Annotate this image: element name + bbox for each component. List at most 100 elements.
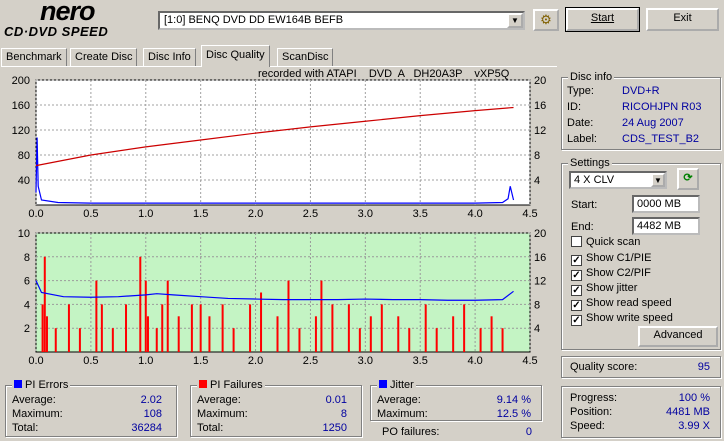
pi-failure-bar [298, 328, 301, 352]
pi-failures-chart: 0.0 0.5 1.0 1.5 2.0 2.5 3.0 3.5 4.0 4.5 10 20 8 16 6 12… [18, 228, 547, 367]
refresh-icon: ⟳ [683, 172, 693, 184]
pi-failure-bar [199, 304, 202, 352]
drive-select[interactable]: [1:0] BENQ DVD DD EW164B BEFB ▼ [158, 11, 525, 30]
y-left-tick-label: 8 [24, 252, 30, 264]
disc-type-value: DVD+R [622, 85, 660, 97]
check-icon[interactable]: ✓ [571, 300, 582, 311]
jitter-average-label: Average: [377, 394, 421, 406]
pi-errors-chart: 0.0 0.5 1.0 1.5 2.0 2.5 3.0 3.5 4.0 4.5 200 20 160 16… [12, 75, 547, 220]
x-tick-label: 3.0 [358, 355, 373, 367]
tab-benchmark[interactable]: Benchmark [1, 48, 67, 66]
tab-panel [1, 66, 557, 441]
show-c2-pif-label: Show C2/PIF [586, 267, 651, 279]
pi-failure-bar [166, 280, 169, 352]
show-jitter-checkbox[interactable]: ✓ Show jitter [571, 282, 637, 296]
pi-failure-bar [67, 304, 70, 352]
y-left-tick-label: 6 [24, 276, 30, 288]
pi-errors-swatch [14, 380, 22, 388]
y-left-tick-label: 4 [24, 299, 30, 311]
start-field[interactable]: 0000 MB [632, 195, 700, 213]
y-right-tick-label: 20 [534, 75, 546, 87]
pi-errors-stats: PI Errors Average: 2.02 Maximum: 108 Tot… [5, 379, 177, 437]
drive-select-value: [1:0] BENQ DVD DD EW164B BEFB [164, 14, 344, 26]
pi-failure-bar [144, 280, 147, 352]
series-line [35, 137, 515, 204]
pi-failure-bar [331, 304, 334, 352]
x-tick-label: 4.0 [467, 208, 482, 220]
pi-failure-bar [146, 316, 149, 352]
progress-box: Progress: 100 % Position: 4481 MB Speed:… [561, 386, 721, 438]
pi-failures-average-value: 0.01 [325, 394, 347, 406]
start-button[interactable]: Start [565, 7, 640, 32]
chevron-down-icon[interactable]: ▼ [651, 173, 665, 187]
advanced-button[interactable]: Advanced [638, 326, 718, 347]
tab-scandisc[interactable]: ScanDisc [277, 48, 334, 66]
y-right-tick-label: 8 [534, 150, 540, 162]
check-icon[interactable]: ✓ [571, 315, 582, 326]
x-tick-label: 2.0 [248, 208, 263, 220]
chevron-down-icon[interactable]: ▼ [507, 13, 523, 28]
show-c1-pie-label: Show C1/PIE [586, 252, 652, 264]
po-failures-label: PO failures: [382, 426, 440, 438]
settings-title: Settings [568, 157, 612, 169]
x-tick-label: 4.5 [522, 355, 537, 367]
x-tick-label: 2.0 [248, 355, 263, 367]
check-icon[interactable]: ✓ [571, 270, 582, 281]
progress-value: 100 % [678, 392, 710, 404]
pi-failure-bar [490, 316, 493, 352]
y-right-tick-label: 20 [534, 228, 546, 240]
y-left-tick-label: 40 [18, 175, 30, 187]
tab-disc-info[interactable]: Disc Info [143, 48, 196, 66]
check-icon[interactable]: ✓ [571, 285, 582, 296]
show-c2-pif-checkbox[interactable]: ✓ Show C2/PIF [571, 267, 651, 281]
y-right-tick-label: 12 [534, 276, 546, 288]
end-field[interactable]: 4482 MB [632, 217, 700, 235]
quick-scan-checkbox[interactable]: Quick scan [571, 236, 640, 248]
tab-disc-quality[interactable]: Disc Quality [201, 45, 270, 67]
show-write-speed-checkbox[interactable]: ✓ Show write speed [571, 312, 673, 326]
pi-errors-maximum-label: Maximum: [12, 408, 63, 420]
pi-failures-total-value: 1250 [322, 422, 347, 434]
y-left-tick-label: 200 [12, 75, 30, 87]
pi-failure-bar [95, 280, 98, 352]
x-tick-label: 4.0 [467, 355, 482, 367]
y-right-tick-label: 4 [534, 175, 540, 187]
jitter-swatch [379, 380, 387, 388]
quality-score-label: Quality score: [570, 361, 638, 373]
eject-button[interactable]: ⚙ [533, 9, 559, 31]
settings-group: Settings 4 X CLV ▼ ⟳ Start: 0000 MB End:… [561, 157, 721, 350]
start-label: Start: [571, 199, 598, 211]
series-line [35, 280, 514, 301]
x-tick-label: 0.5 [83, 355, 98, 367]
pi-failure-bar [463, 304, 466, 352]
show-read-speed-checkbox[interactable]: ✓ Show read speed [571, 297, 672, 311]
pi-failures-stats: PI Failures Average: 0.01 Maximum: 8 Tot… [190, 379, 362, 437]
pi-failure-bar [221, 304, 224, 352]
x-tick-label: 4.5 [522, 208, 537, 220]
y-left-tick-label: 120 [12, 125, 30, 137]
exit-button[interactable]: Exit [646, 8, 719, 31]
speed-value: 3.99 X [678, 420, 710, 432]
pi-failure-bar [54, 328, 57, 352]
disc-id-label: ID: [567, 101, 582, 113]
jitter-maximum-value: 12.5 % [496, 408, 531, 420]
x-tick-label: 2.5 [303, 355, 318, 367]
refresh-button[interactable]: ⟳ [677, 168, 699, 190]
show-write-speed-label: Show write speed [586, 312, 673, 324]
pi-failure-bar [380, 304, 383, 352]
y-right-tick-label: 4 [534, 323, 540, 335]
check-icon[interactable]: ✓ [571, 255, 582, 266]
po-failures-value: 0 [525, 426, 532, 438]
y-left-tick-label: 160 [12, 100, 30, 112]
pi-failure-bar [501, 328, 504, 352]
tab-create-disc[interactable]: Create Disc [70, 48, 138, 66]
speed-select[interactable]: 4 X CLV ▼ [569, 171, 667, 189]
pi-failures-maximum-label: Maximum: [197, 408, 248, 420]
show-c1-pie-checkbox[interactable]: ✓ Show C1/PIE [571, 252, 651, 266]
pi-failure-bar [276, 316, 279, 352]
pi-failure-bar [41, 304, 44, 352]
pi-failure-bar [208, 316, 211, 352]
checkbox-box[interactable] [571, 236, 582, 247]
series-line [35, 106, 514, 167]
pi-failure-bar [161, 304, 164, 352]
